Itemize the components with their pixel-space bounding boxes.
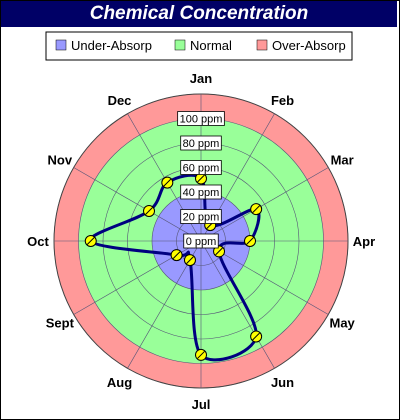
r-tick-label: 60 ppm [183,163,220,175]
category-label-apr: Apr [353,234,375,249]
legend-label-normal: Normal [190,38,232,53]
category-label-nov: Nov [48,153,73,168]
category-label-jun: Jun [271,375,294,390]
legend-box [45,31,353,61]
data-point-mark [186,256,194,264]
r-tick-box [180,160,222,175]
r-tick-box [180,209,222,224]
r-tick-box [177,111,225,126]
category-label-feb: Feb [271,93,294,108]
r-tick-label: 100 ppm [180,114,223,126]
category-label-jan: Jan [190,71,212,86]
category-label-sept: Sept [46,316,75,331]
plot-area: 0 ppm 20 ppm 40 ppm 60 ppm 80 ppm 100 ppm Jan F… [27,71,375,412]
r-tick-box [180,135,222,151]
legend-swatch-over [256,39,268,51]
category-label-mar: Mar [331,153,354,168]
data-point-mark [86,237,95,245]
category-label-may: May [330,316,356,331]
chart-title: Chemical Concentration [1,1,397,27]
data-point-mark [197,174,205,183]
data-point-mark [246,237,254,245]
legend-swatch-normal [174,39,186,51]
data-point-mark [252,205,261,214]
grid-spoke [200,167,329,242]
grid-spoke [200,240,275,369]
category-label-jul: Jul [192,397,211,412]
category-label-aug: Aug [107,375,132,390]
r-tick-box [180,184,222,200]
r-tick-label: 20 ppm [183,212,220,224]
data-point-mark [145,207,153,215]
legend: Under-Absorp Normal Over-Absorp [45,31,353,61]
legend-label-over: Over-Absorp [272,38,346,53]
category-label-dec: Dec [108,93,132,108]
category-label-oct: Oct [27,234,49,249]
grid-spoke [73,167,202,242]
r-tick-label: 0 ppm [186,236,217,248]
r-tick-box [183,233,219,249]
data-point-mark [197,351,205,359]
data-point-mark [172,251,181,259]
r-tick-label: 40 ppm [183,187,220,199]
r-tick-label: 80 ppm [183,138,220,150]
data-point-mark [252,332,260,341]
legend-label-under: Under-Absorp [71,38,152,53]
data-point-mark [163,178,172,187]
legend-swatch-under [55,39,67,51]
data-point-mark [215,247,223,256]
